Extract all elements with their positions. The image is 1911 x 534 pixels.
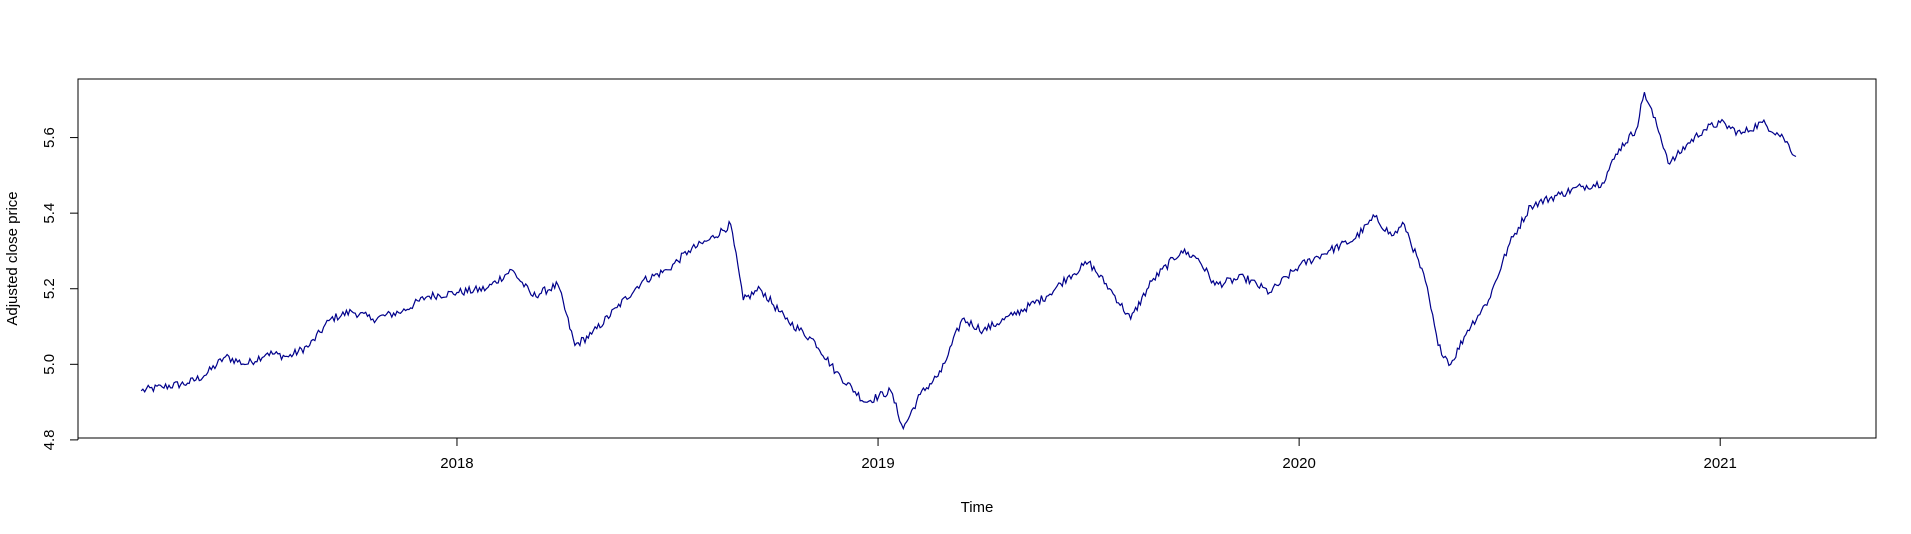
y-tick-label: 5.0	[41, 354, 58, 375]
x-tick-label: 2020	[1282, 455, 1315, 472]
x-tick-label: 2019	[861, 455, 894, 472]
y-axis: 4.8 5.0 5.2 5.4 5.6	[41, 127, 79, 450]
y-tick-label: 5.4	[41, 203, 58, 224]
y-tick-label: 5.2	[41, 278, 58, 299]
x-axis-title: Time	[961, 499, 994, 516]
y-axis-title: Adjusted close price	[4, 191, 21, 325]
x-axis: 2018 2019 2020 2021	[440, 437, 1737, 472]
y-tick-label: 5.6	[41, 127, 58, 148]
x-tick-label: 2018	[440, 455, 473, 472]
plot-frame	[77, 78, 1877, 439]
y-tick-label: 4.8	[41, 429, 58, 450]
series-line	[140, 92, 1797, 431]
x-tick-label: 2021	[1704, 455, 1737, 472]
